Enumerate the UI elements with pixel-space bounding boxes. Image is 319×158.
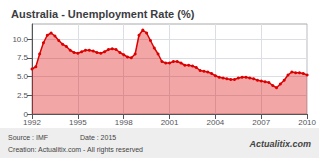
svg-text:2004: 2004 (207, 118, 225, 127)
svg-text:0: 0 (23, 109, 28, 119)
svg-text:7.5: 7.5 (17, 53, 29, 62)
svg-text:Source : IMF: Source : IMF (8, 134, 48, 141)
svg-text:2007: 2007 (252, 118, 270, 127)
svg-text:1995: 1995 (69, 118, 87, 127)
svg-text:2001: 2001 (161, 118, 179, 127)
svg-text:Actualitix.com: Actualitix.com (248, 139, 311, 149)
svg-text:1998: 1998 (115, 118, 133, 127)
svg-text:Creation: Actualitix.com - All: Creation: Actualitix.com - All rights re… (8, 146, 143, 154)
svg-text:1992: 1992 (23, 118, 41, 127)
svg-text:2010: 2010 (298, 118, 316, 127)
svg-text:10.0: 10.0 (12, 35, 28, 44)
svg-text:Date : 2015: Date : 2015 (80, 134, 116, 141)
svg-text:Australia - Unemployment Rate: Australia - Unemployment Rate (%) (11, 8, 195, 20)
svg-text:5.0: 5.0 (17, 72, 29, 81)
svg-text:2.5: 2.5 (17, 91, 29, 100)
